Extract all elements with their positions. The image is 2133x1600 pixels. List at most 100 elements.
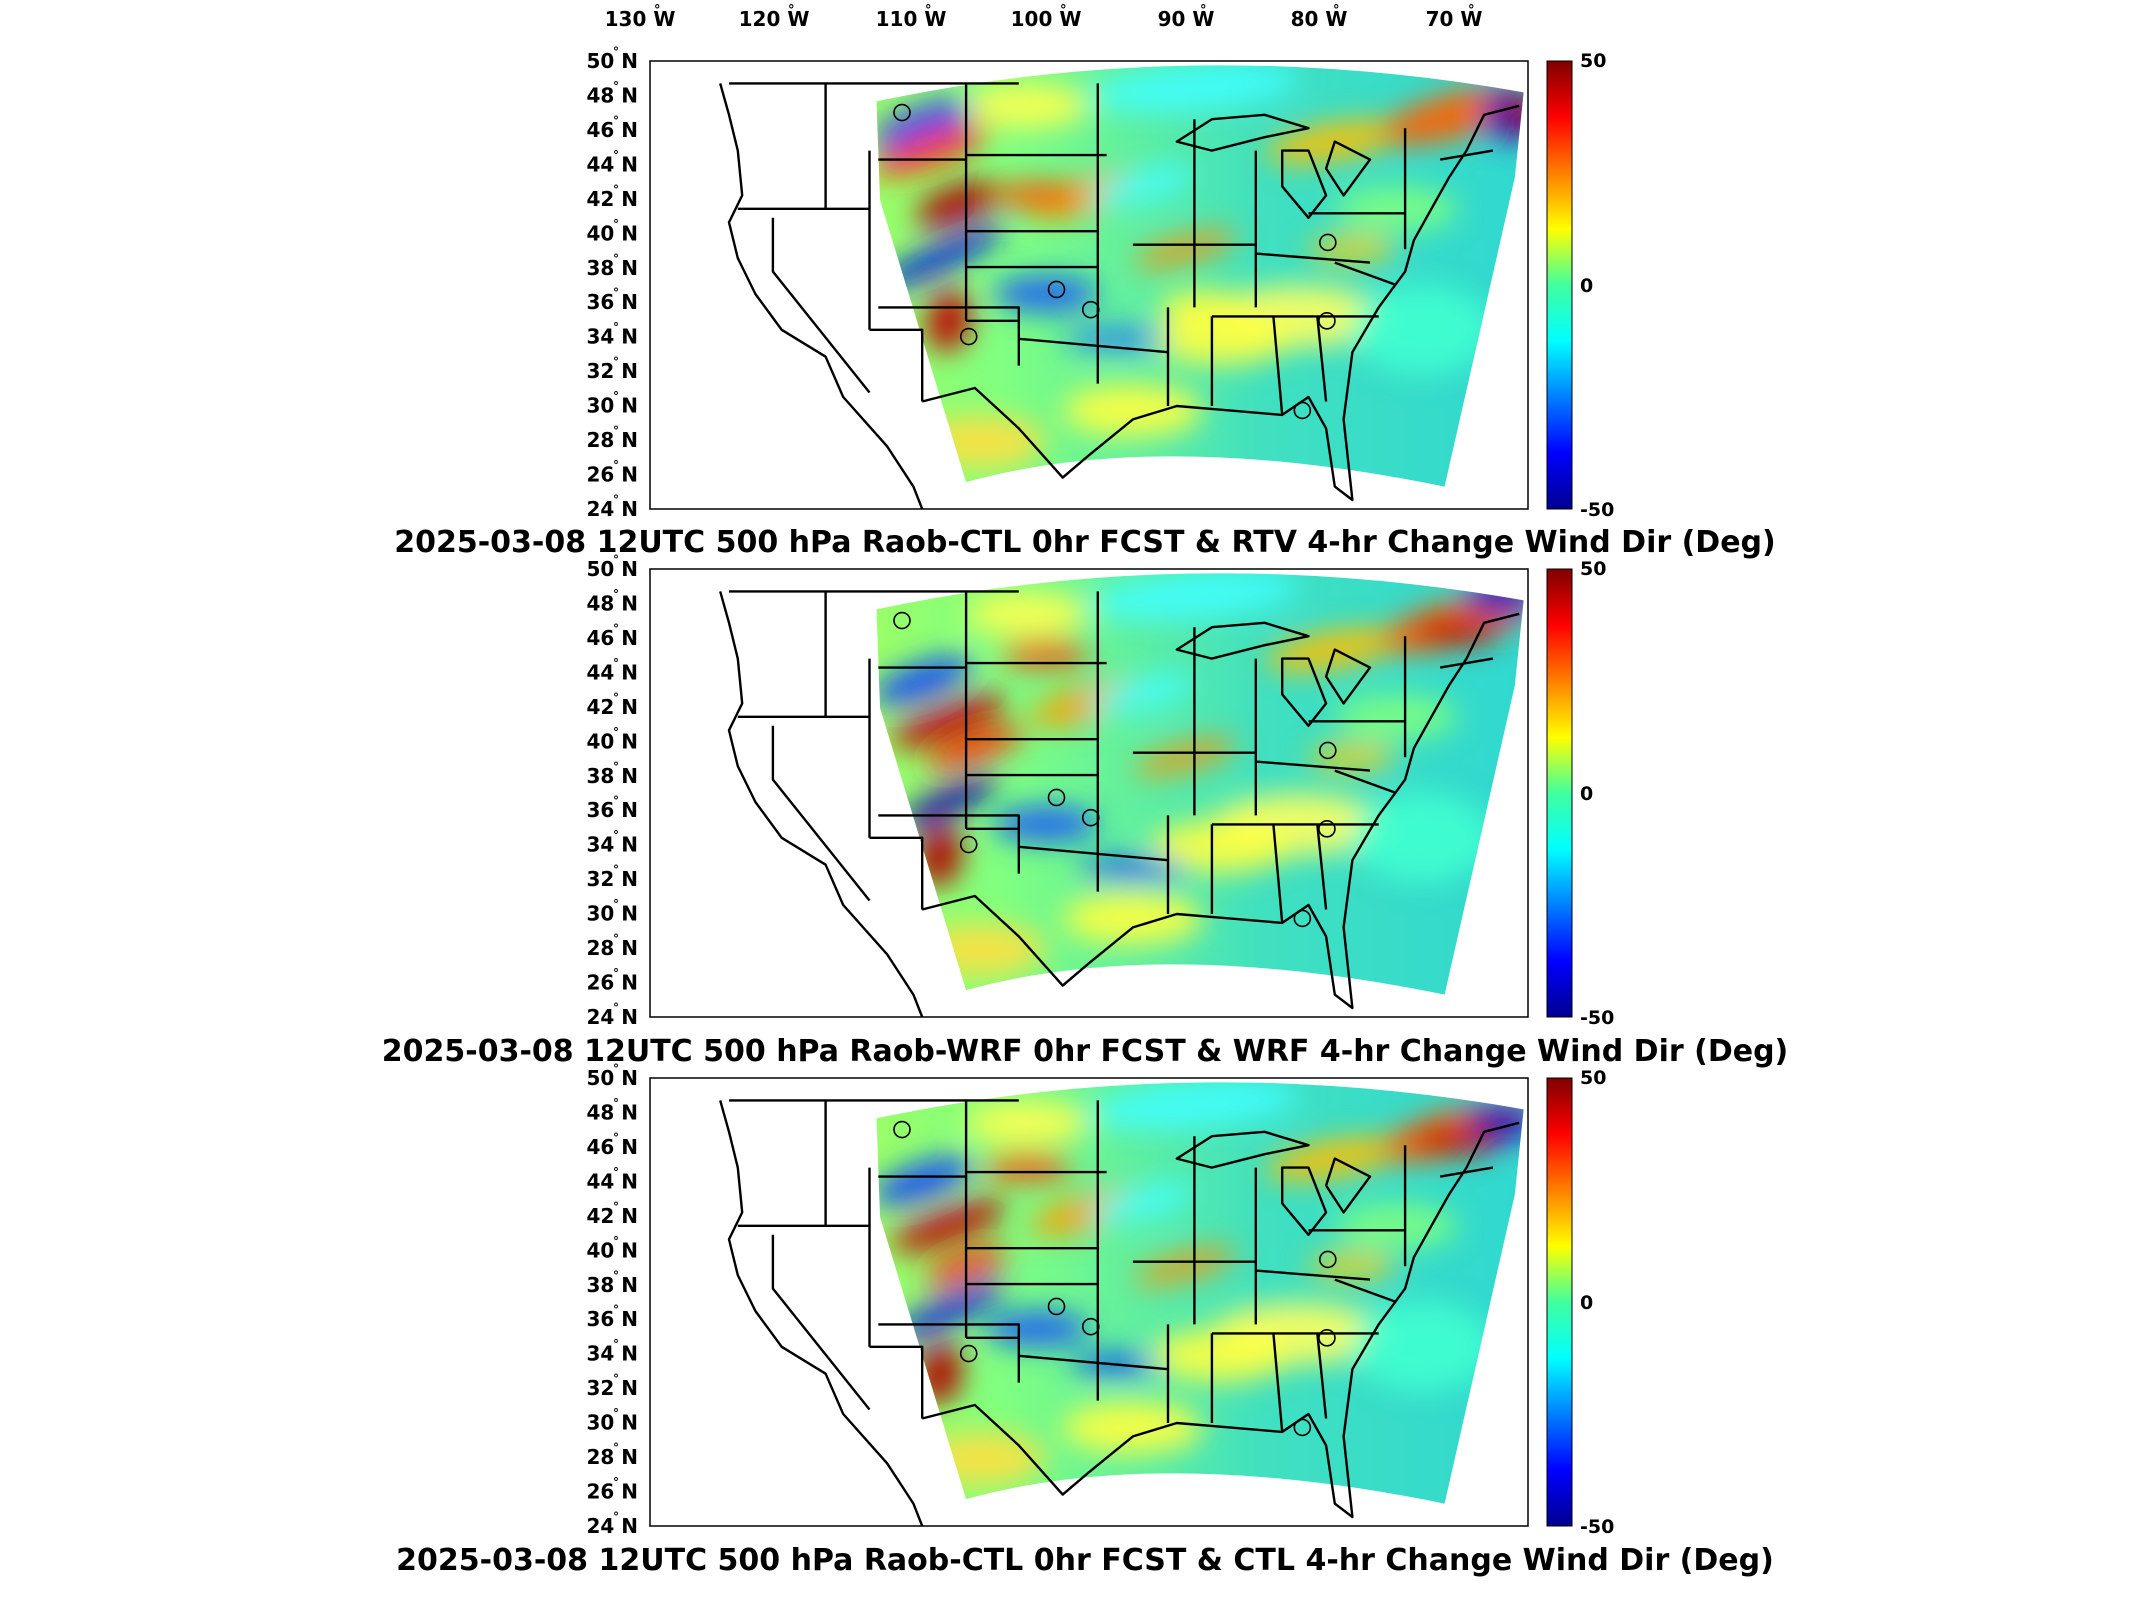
- lat-label-46n: 46 N: [586, 626, 638, 650]
- degree-mark: °: [925, 3, 932, 18]
- degree-mark: °: [788, 3, 795, 18]
- raob-station-marker: [1081, 300, 1100, 319]
- state-line: [1439, 1166, 1494, 1178]
- state-line: [771, 217, 871, 394]
- lat-label-26n: 26 N: [586, 971, 638, 995]
- state-line: [1018, 1354, 1169, 1371]
- raob-station-marker: [1047, 1297, 1066, 1316]
- raob-stations: [893, 611, 1337, 928]
- lat-label-28n: 28 N: [586, 428, 638, 452]
- west-coastline: [719, 1100, 924, 1526]
- state-line: [1018, 337, 1169, 354]
- lat-label-48n: 48 N: [586, 1100, 638, 1124]
- lat-label-24n: 24 N: [586, 1514, 638, 1538]
- great-lake: [1281, 149, 1328, 219]
- degree-mark: °: [613, 898, 619, 912]
- lat-label-38n: 38 N: [586, 1273, 638, 1297]
- degree-mark: °: [613, 1165, 619, 1179]
- lon-label-80w: 80 W: [1291, 7, 1348, 31]
- degree-mark: °: [613, 148, 619, 162]
- degree-mark: °: [613, 587, 619, 601]
- raob-station-marker: [1047, 788, 1066, 807]
- lat-label-40n: 40 N: [586, 729, 638, 753]
- degree-mark: °: [613, 493, 619, 507]
- raob-station-marker: [1293, 909, 1312, 928]
- raob-station-marker: [1319, 1250, 1337, 1269]
- lat-label-48n: 48 N: [586, 591, 638, 615]
- state-line: [1334, 1278, 1397, 1304]
- panel-title: 2025-03-08 12UTC 500 hPa Raob-WRF 0hr FC…: [382, 1034, 1789, 1069]
- lat-label-46n: 46 N: [586, 118, 638, 142]
- state-boundaries: [719, 590, 1520, 1017]
- colorbar-scale: [1546, 1077, 1573, 1527]
- degree-mark: °: [613, 1441, 619, 1455]
- degree-mark: °: [613, 1303, 619, 1317]
- lat-label-26n: 26 N: [586, 1480, 638, 1504]
- state-line: [1316, 1333, 1328, 1419]
- map-area: [650, 569, 1528, 1017]
- state-line: [1439, 149, 1494, 161]
- state-line: [878, 1323, 1020, 1383]
- degree-mark: °: [613, 1234, 619, 1248]
- map-frame: [649, 1077, 1529, 1527]
- lat-label-50n: 50 N: [586, 557, 638, 581]
- lat-label-42n: 42 N: [586, 695, 638, 719]
- great-lake: [1175, 1130, 1310, 1169]
- state-line: [1272, 824, 1284, 924]
- wind-direction-field: [876, 65, 1524, 487]
- map-frame: [649, 568, 1529, 1018]
- state-line: [771, 725, 871, 902]
- degree-mark: °: [613, 1338, 619, 1352]
- lat-label-50n: 50 N: [586, 1066, 638, 1090]
- lat-label-38n: 38 N: [586, 764, 638, 788]
- lat-label-40n: 40 N: [586, 1238, 638, 1262]
- lat-label-42n: 42 N: [586, 187, 638, 211]
- raob-station-marker: [1319, 233, 1337, 252]
- lon-label-70w: 70 W: [1426, 7, 1483, 31]
- degree-mark: °: [613, 553, 619, 567]
- colorbar-max-label: 50: [1580, 558, 1606, 580]
- degree-mark: °: [613, 1407, 619, 1421]
- lat-label-24n: 24 N: [586, 1005, 638, 1029]
- lat-label-34n: 34 N: [586, 833, 638, 857]
- degree-mark: °: [613, 829, 619, 843]
- raob-stations: [893, 103, 1337, 420]
- state-line: [869, 328, 924, 402]
- lat-label-42n: 42 N: [586, 1204, 638, 1228]
- great-lake: [1324, 648, 1372, 705]
- degree-mark: °: [613, 286, 619, 300]
- raob-station-marker: [1293, 1418, 1312, 1437]
- degree-mark: °: [613, 1476, 619, 1490]
- wind-direction-field: [876, 1082, 1524, 1504]
- gulf-atlantic-coastline: [921, 1121, 1520, 1519]
- degree-mark: °: [613, 863, 619, 877]
- degree-mark: °: [613, 760, 619, 774]
- great-lake: [1324, 1157, 1372, 1214]
- degree-mark: °: [1468, 3, 1475, 18]
- raob-station-marker: [1047, 280, 1066, 299]
- lon-label-90w: 90 W: [1158, 7, 1215, 31]
- raob-station-marker: [1318, 1329, 1336, 1347]
- lat-label-46n: 46 N: [586, 1135, 638, 1159]
- state-line: [1316, 316, 1328, 402]
- colorbar: 50 0 -50: [1546, 1067, 1614, 1538]
- lat-label-30n: 30 N: [586, 902, 638, 926]
- west-coastline: [719, 83, 924, 509]
- map-area: [650, 61, 1528, 509]
- lat-label-44n: 44 N: [586, 1169, 638, 1193]
- state-line: [1272, 1333, 1284, 1433]
- colorbar-mid-label: 0: [1580, 1292, 1593, 1314]
- raob-station-marker: [893, 103, 911, 122]
- panel-title: 2025-03-08 12UTC 500 hPa Raob-CTL 0hr FC…: [396, 1543, 1774, 1578]
- wind-direction-field: [876, 573, 1524, 995]
- state-line: [1334, 769, 1397, 795]
- degree-mark: °: [613, 321, 619, 335]
- colorbar-mid-label: 0: [1580, 275, 1593, 297]
- state-line: [869, 1345, 924, 1419]
- panel-title: 2025-03-08 12UTC 500 hPa Raob-CTL 0hr FC…: [394, 525, 1776, 560]
- great-lake: [1175, 621, 1310, 660]
- lat-label-32n: 32 N: [586, 359, 638, 383]
- degree-mark: °: [613, 1510, 619, 1524]
- lat-label-40n: 40 N: [586, 221, 638, 245]
